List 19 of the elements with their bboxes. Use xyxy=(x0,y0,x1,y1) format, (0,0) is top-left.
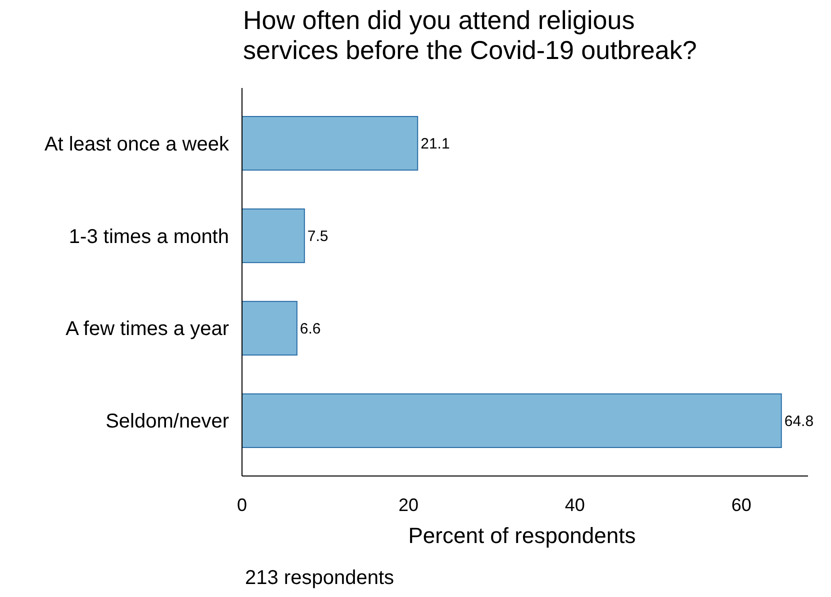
data-label: 7.5 xyxy=(307,228,328,246)
x-axis-title: Percent of respondents xyxy=(408,523,636,548)
data-label: 6.6 xyxy=(300,320,321,338)
x-tick-label: 40 xyxy=(564,495,585,515)
text: 213 respondents xyxy=(245,567,394,589)
bar xyxy=(242,208,305,264)
bar xyxy=(242,300,298,356)
bar xyxy=(242,116,418,171)
data-label: 64.8 xyxy=(784,412,814,430)
x-tick-label: 20 xyxy=(398,495,418,515)
data-label: 21.1 xyxy=(420,136,450,153)
chart-title: How often did you attend religious services before the Covid-19 outbreak? xyxy=(243,5,697,65)
x-tick-label: 60 xyxy=(731,495,752,515)
bar xyxy=(242,393,782,448)
y-tick-label: 1-3 times a month xyxy=(68,226,229,248)
y-tick-label: A few times a year xyxy=(66,318,230,340)
y-tick-label: Seldom/never xyxy=(106,410,230,433)
y-tick-label: At least once a week xyxy=(44,133,230,156)
x-tick-label: 0 xyxy=(236,495,248,515)
